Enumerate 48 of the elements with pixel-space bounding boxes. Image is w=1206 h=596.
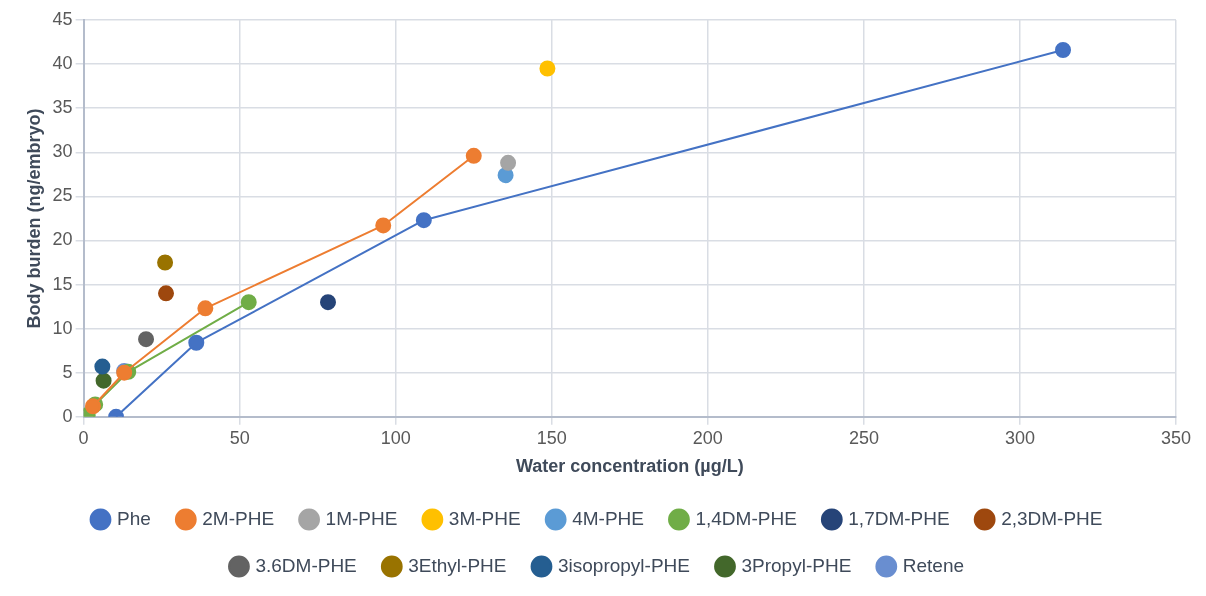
point bbox=[94, 358, 111, 375]
y-tick-label: 35 bbox=[52, 97, 73, 118]
point bbox=[95, 372, 112, 389]
point bbox=[1055, 41, 1072, 58]
y-tick-label: 5 bbox=[62, 361, 73, 382]
y-tick-label: 30 bbox=[52, 141, 73, 162]
legend-label: 3Ethyl-PHE bbox=[408, 554, 507, 576]
point bbox=[240, 294, 257, 311]
point bbox=[415, 212, 432, 229]
x-tick-label: 0 bbox=[78, 427, 89, 448]
x-tick-label: 150 bbox=[536, 427, 567, 448]
point bbox=[375, 217, 392, 234]
legend-label: 3Propyl-PHE bbox=[741, 554, 852, 576]
point bbox=[465, 147, 482, 164]
legend-label: 1M-PHE bbox=[325, 507, 398, 529]
legend-label: 4M-PHE bbox=[572, 507, 644, 529]
point bbox=[138, 331, 155, 348]
legend-label: Phe bbox=[116, 507, 151, 529]
point bbox=[539, 60, 556, 77]
legend-label: 1,4DM-PHE bbox=[695, 507, 797, 529]
legend-label: 2,3DM-PHE bbox=[1001, 507, 1103, 529]
y-tick-label: 45 bbox=[52, 8, 73, 29]
legend-label: 3.6DM-PHE bbox=[255, 554, 357, 576]
legend-label: 3M-PHE bbox=[448, 507, 521, 529]
y-tick-label: 10 bbox=[52, 317, 73, 338]
y-tick-label: 25 bbox=[52, 185, 73, 206]
x-tick-label: 250 bbox=[848, 427, 879, 448]
x-axis-title: Water concentration (µg/L) bbox=[515, 456, 744, 477]
point bbox=[158, 285, 175, 302]
x-tick-label: 300 bbox=[1004, 427, 1035, 448]
y-tick-label: 0 bbox=[62, 405, 73, 426]
y-tick-label: 15 bbox=[52, 273, 73, 294]
x-tick-label: 350 bbox=[1160, 427, 1192, 448]
y-tick-label: 40 bbox=[52, 53, 73, 74]
y-axis-title: Body burden (ng/embryo) bbox=[23, 108, 44, 329]
point bbox=[188, 334, 205, 351]
legend-label: 1,7DM-PHE bbox=[848, 507, 950, 529]
legend-label: 3isopropyl-PHE bbox=[557, 554, 690, 576]
point bbox=[197, 300, 214, 317]
x-tick-label: 200 bbox=[692, 427, 723, 448]
legend-label: 2M-PHE bbox=[202, 507, 275, 529]
legend-label: Retene bbox=[902, 554, 965, 576]
point bbox=[500, 154, 517, 171]
point bbox=[320, 294, 336, 311]
point bbox=[157, 254, 174, 271]
x-tick-label: 50 bbox=[229, 427, 250, 448]
x-tick-label: 100 bbox=[380, 427, 411, 448]
y-tick-label: 20 bbox=[52, 229, 73, 250]
